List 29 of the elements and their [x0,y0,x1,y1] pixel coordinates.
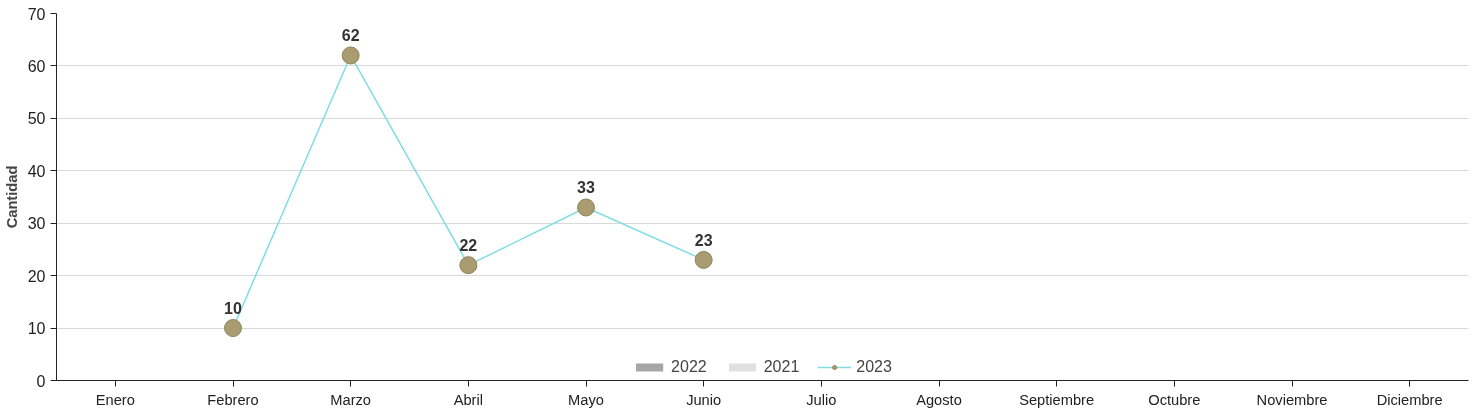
legend-label: 2021 [763,358,800,376]
x-tick-label: Febrero [207,391,259,408]
x-tick-label: Marzo [330,391,372,408]
y-tick-label: 0 [36,372,46,390]
x-tick-label: Abril [453,391,483,408]
data-label: 33 [577,179,595,197]
x-tick-label: Julio [806,391,837,408]
x-tick-label: Septiembre [1019,391,1095,408]
x-tick-label: Octubre [1148,391,1201,408]
y-tick-label: 50 [27,110,46,128]
y-axis-title: Cantidad [3,165,20,229]
y-tick-label: 30 [27,215,46,233]
data-label: 23 [694,231,713,249]
y-tick-label: 40 [27,162,46,180]
x-tick-label: Enero [95,391,135,408]
x-tick-label: Agosto [916,391,962,408]
data-label: 62 [341,27,360,45]
y-tick-label: 20 [27,267,46,285]
x-tick-label: Junio [686,391,722,408]
y-tick-label: 10 [27,320,46,338]
y-tick-label: 60 [27,57,46,75]
legend-label: 2023 [856,358,892,376]
x-tick-label: Diciembre [1376,391,1443,408]
data-label: 22 [459,237,478,255]
x-tick-label: Noviembre [1256,391,1328,408]
data-label: 10 [224,300,242,318]
legend-label: 2022 [671,358,707,376]
x-tick-label: Mayo [568,391,604,408]
y-tick-label: 70 [27,5,46,23]
